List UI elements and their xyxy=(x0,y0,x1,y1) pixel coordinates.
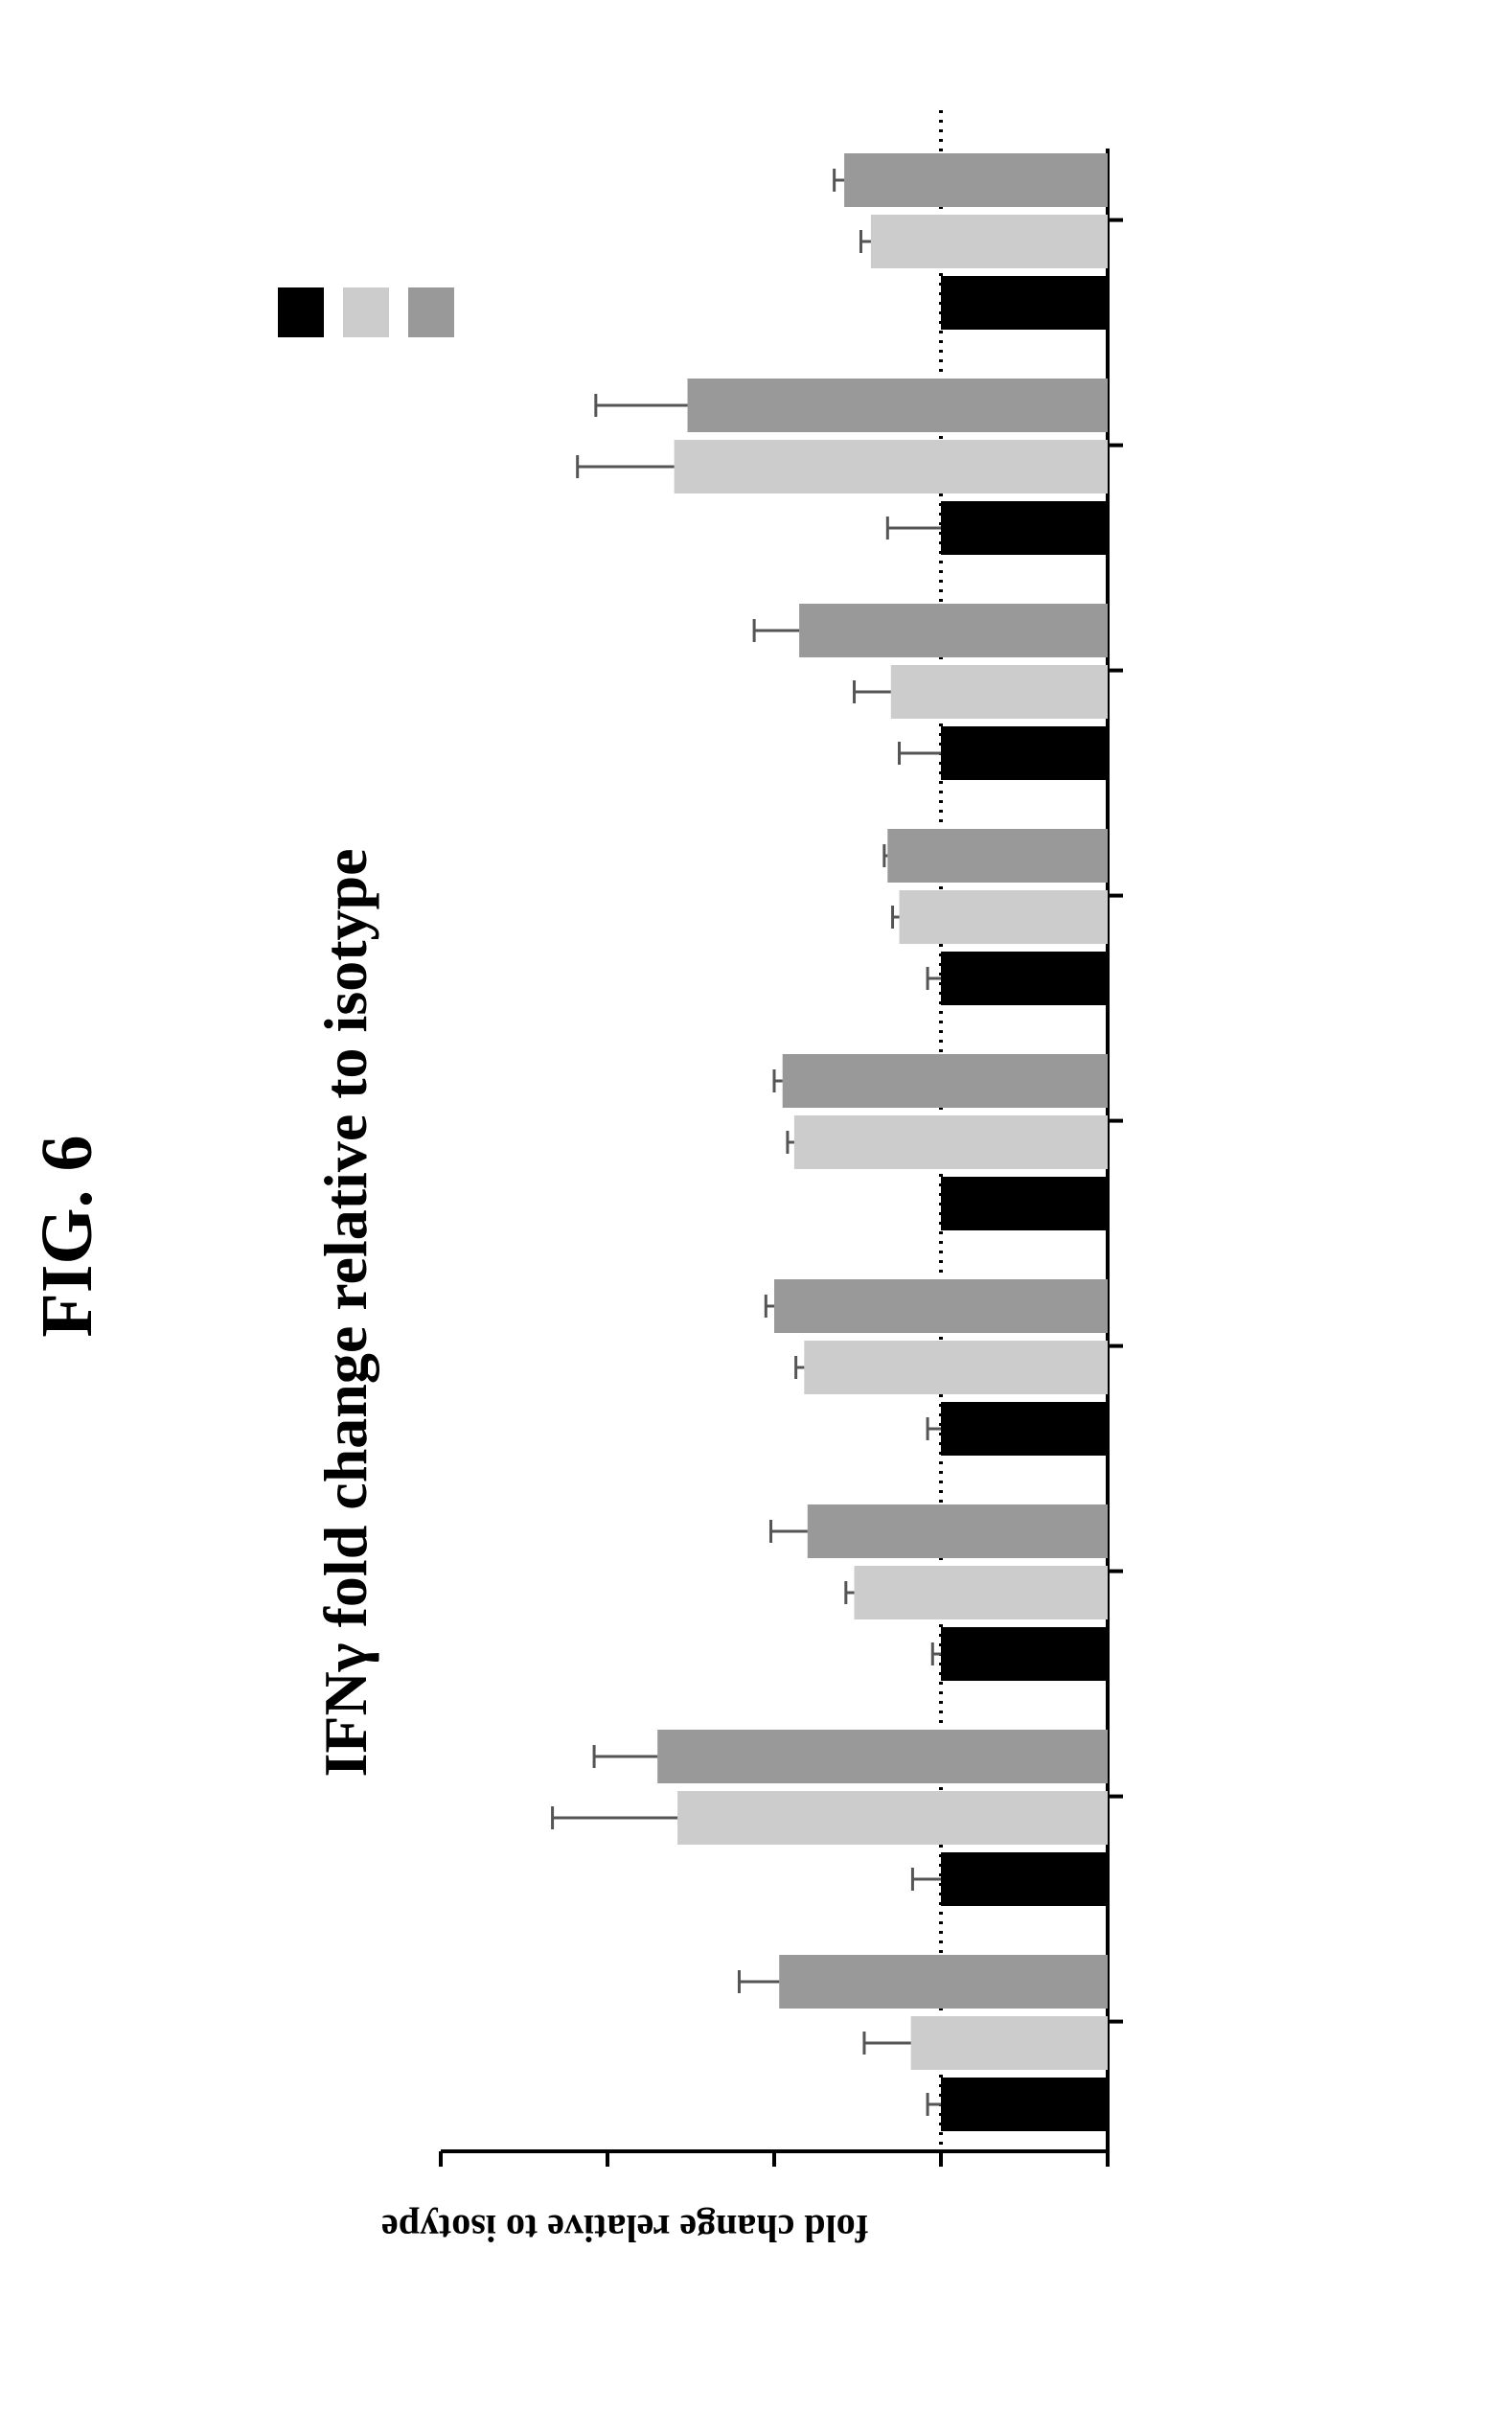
bar xyxy=(941,501,1108,555)
bar xyxy=(941,726,1108,780)
bar xyxy=(844,153,1108,207)
bar xyxy=(941,1402,1108,1456)
chart-title: IFNγ fold change relative to isotype xyxy=(311,848,379,1777)
bar xyxy=(941,1852,1108,1906)
bar xyxy=(899,890,1108,944)
value-axis-label: fold change relative to isotype xyxy=(381,2207,868,2250)
bar xyxy=(782,1054,1108,1108)
legend-swatch xyxy=(278,287,324,337)
bar xyxy=(779,1955,1108,2009)
bar xyxy=(687,379,1108,432)
bar xyxy=(799,604,1108,657)
bar xyxy=(677,1791,1108,1845)
bar xyxy=(941,952,1108,1005)
bar xyxy=(887,829,1108,883)
legend-swatch xyxy=(343,287,389,337)
bar xyxy=(941,1177,1108,1230)
bar xyxy=(890,665,1108,719)
legend-swatch xyxy=(408,287,454,337)
bar xyxy=(674,440,1108,494)
bar xyxy=(657,1730,1108,1783)
bar xyxy=(910,2016,1108,2070)
bar xyxy=(793,1115,1108,1169)
bar xyxy=(941,276,1108,330)
bar xyxy=(774,1279,1108,1333)
figure-label: FIG. 6 xyxy=(27,1135,107,1337)
plot-area xyxy=(439,110,1123,2167)
bar xyxy=(870,215,1108,268)
bar xyxy=(804,1341,1108,1394)
bar xyxy=(941,1627,1108,1681)
bar xyxy=(941,2078,1108,2131)
bar xyxy=(807,1504,1108,1558)
legend xyxy=(278,287,454,337)
bar xyxy=(854,1566,1108,1619)
